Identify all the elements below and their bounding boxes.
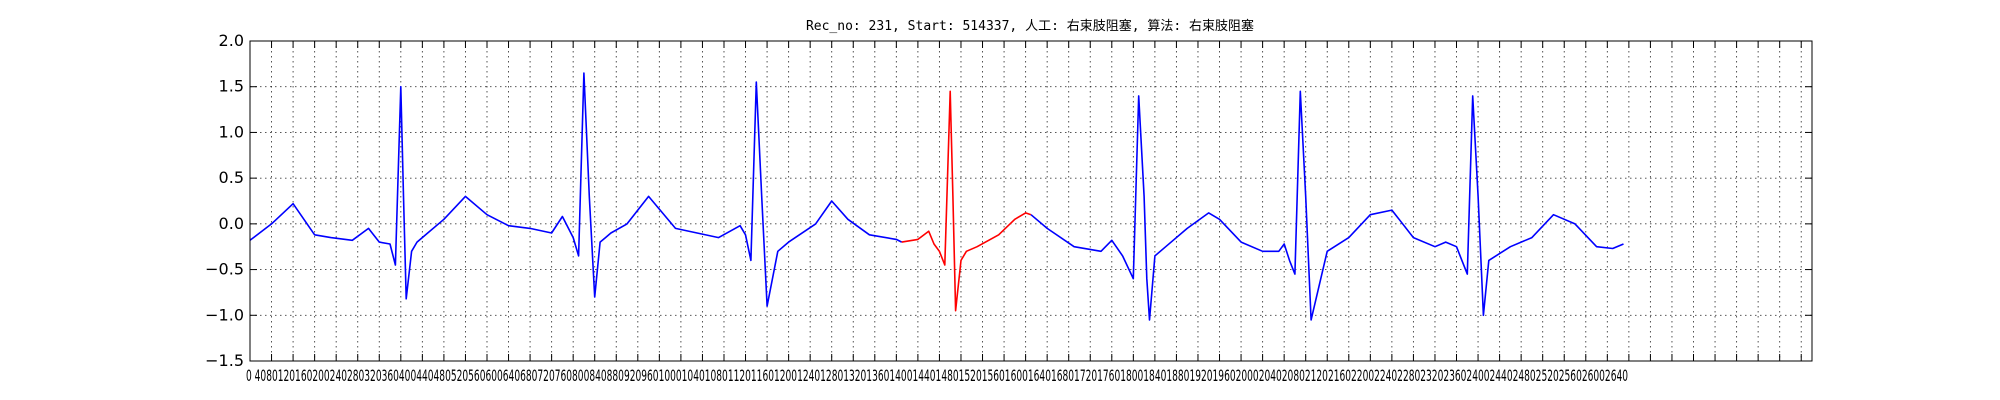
y-tick-label: 0.5	[219, 168, 244, 187]
y-tick-label: −1.5	[205, 351, 244, 370]
y-axis: −1.5 −1.0 −0.5 0.0 0.5 1.0 1.5 2.0	[205, 31, 1812, 370]
ecg-segment-1	[249, 72, 903, 307]
y-tick-label: −1.0	[205, 305, 244, 324]
x-axis	[271, 41, 1802, 361]
grid-lines	[250, 41, 1812, 361]
y-tick-label: −0.5	[205, 260, 244, 279]
chart-title: Rec_no: 231, Start: 514337, 人工: 右束肢阻塞, 算…	[806, 18, 1254, 34]
y-tick-label: 2.0	[219, 31, 244, 50]
plot-frame	[249, 40, 1813, 362]
x-tick-labels: 0 40801201602002402803203604004404805205…	[246, 366, 1628, 385]
ecg-segment-2	[901, 90, 1032, 312]
ecg-series	[249, 72, 1624, 321]
ecg-segment-3	[1030, 90, 1624, 321]
y-tick-label: 1.5	[219, 77, 244, 96]
y-tick-label: 0.0	[219, 214, 244, 233]
y-tick-label: 1.0	[219, 122, 244, 141]
